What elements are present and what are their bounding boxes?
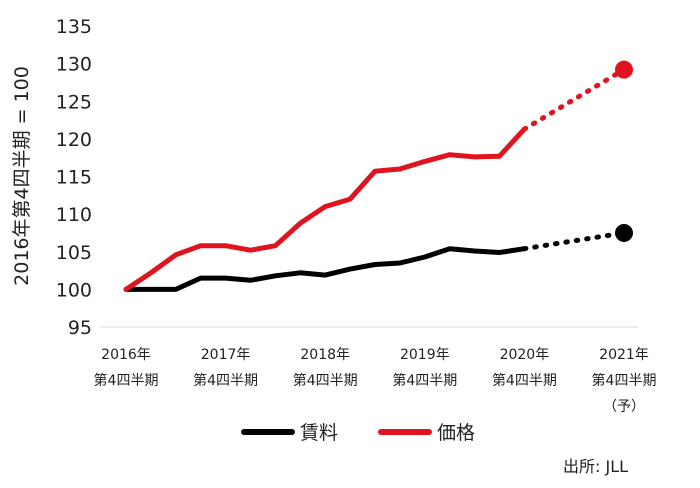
source-label: 出所: JLL (563, 457, 628, 476)
series-forecast-line-1 (521, 67, 627, 132)
series-forecast-point-1 (615, 60, 633, 79)
x-tick-label: 2019年 (400, 347, 450, 363)
x-tick-label: 第4四半期 (392, 372, 457, 389)
y-tick-label: 100 (56, 279, 92, 301)
y-tick-label: 120 (56, 129, 92, 151)
y-tick-label: 130 (56, 54, 92, 76)
series-layer (123, 60, 633, 292)
series-line-0 (123, 246, 527, 292)
legend: 賃料 価格 (241, 422, 475, 444)
x-tick-label: 2021年 (599, 347, 649, 363)
y-tick-label: 110 (56, 204, 92, 226)
y-tick-label: 125 (56, 91, 92, 113)
x-tick-label: （予） (603, 399, 645, 415)
y-axis-ticks: 95 100 105 110 115 120 125 130 135 (56, 16, 92, 339)
x-tick-label: 第4四半期 (492, 372, 557, 389)
legend-label-0: 賃料 (300, 422, 338, 444)
x-tick-label: 第4四半期 (293, 372, 358, 389)
legend-label-1: 価格 (437, 422, 475, 444)
x-tick-label: 第4四半期 (94, 372, 159, 389)
series-forecast-point-0 (615, 223, 633, 242)
x-tick-label: 2017年 (201, 347, 251, 363)
x-tick-label: 2020年 (500, 347, 550, 363)
y-tick-label: 105 (56, 242, 92, 264)
y-tick-label: 95 (68, 317, 92, 339)
series-line-1 (123, 126, 527, 292)
series-forecast-line-0 (521, 230, 627, 252)
x-tick-label: 第4四半期 (193, 372, 258, 389)
x-tick-label: 2018年 (300, 347, 350, 363)
x-tick-label: 2016年 (101, 347, 151, 363)
y-axis-title: 2016年第4四半期 = 100 (11, 66, 33, 286)
x-tick-label: 第4四半期 (592, 372, 657, 389)
y-tick-label: 115 (56, 167, 92, 189)
y-tick-label: 135 (56, 16, 92, 38)
